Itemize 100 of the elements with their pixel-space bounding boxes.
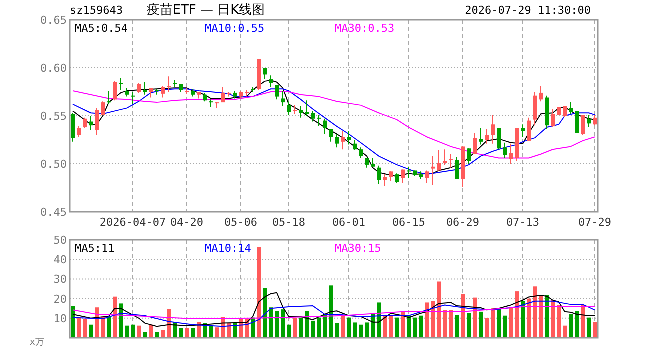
candlestick [323, 118, 327, 135]
candlestick [275, 84, 279, 100]
bar [575, 311, 579, 338]
bar [569, 314, 573, 338]
bar [443, 310, 447, 338]
candlestick [221, 86, 225, 104]
bar [311, 320, 315, 338]
bar [83, 318, 87, 338]
candlestick [209, 99, 213, 108]
candlestick [491, 114, 495, 144]
bar [329, 286, 333, 338]
bar [77, 318, 81, 338]
candlestick [467, 148, 471, 164]
text: MA10:0.55 [205, 22, 265, 35]
candlestick [101, 101, 105, 116]
candlestick [527, 117, 531, 142]
bar [497, 308, 501, 338]
bar [587, 318, 591, 338]
candlestick [593, 114, 597, 126]
bar [149, 324, 153, 338]
bar [515, 292, 519, 338]
bar [269, 308, 273, 338]
text: MA30:0.53 [335, 22, 395, 35]
chart-subtitle: sz159643 [70, 4, 123, 17]
bar [143, 332, 147, 338]
y-tick-label: 30 [54, 273, 67, 286]
bar [185, 328, 189, 338]
line-series [72, 306, 596, 320]
candlestick [581, 114, 585, 136]
candlestick [113, 80, 117, 102]
bar [455, 315, 459, 338]
bar [137, 326, 141, 338]
y-tick-label: 0.65 [40, 14, 67, 27]
candlestick [431, 156, 435, 186]
candlestick [281, 90, 285, 107]
candlestick [365, 158, 369, 168]
y-tick-label: 0.45 [40, 206, 67, 219]
candlestick [137, 82, 141, 94]
candlestick [449, 154, 453, 168]
bar [359, 324, 363, 338]
bar [437, 282, 441, 338]
candlestick [353, 140, 357, 152]
bar [551, 300, 555, 338]
candlestick [341, 130, 345, 150]
candlestick [287, 101, 291, 116]
y-tick-label: 20 [54, 292, 67, 306]
candlestick [533, 92, 537, 126]
candlestick [335, 134, 339, 148]
bar [323, 315, 327, 338]
bar [377, 302, 381, 338]
bar [425, 302, 429, 338]
candlestick [299, 106, 303, 118]
candlestick [95, 108, 99, 136]
bar [431, 301, 435, 338]
x-tick-label: 06-15 [392, 216, 426, 229]
bar [107, 316, 111, 338]
candlestick [521, 124, 525, 138]
candlestick [395, 173, 399, 184]
candlestick [167, 76, 171, 92]
candlestick [359, 147, 363, 159]
candlestick [347, 130, 351, 146]
candlestick [539, 86, 543, 102]
bar [395, 318, 399, 338]
bar [113, 296, 117, 338]
candlestick [317, 114, 321, 128]
bar [365, 322, 369, 338]
bar [491, 308, 495, 338]
bar [155, 332, 159, 338]
bar [335, 323, 339, 338]
bar [539, 296, 543, 338]
candlestick [437, 150, 441, 172]
candlestick [305, 100, 309, 116]
bar [461, 294, 465, 338]
bar [485, 318, 489, 338]
bar [293, 318, 297, 338]
candlestick [149, 88, 153, 98]
candlestick [143, 82, 147, 96]
bar [305, 311, 309, 338]
candlestick [455, 156, 459, 180]
text: MA5:0.54 [75, 22, 128, 35]
candlestick [329, 128, 333, 142]
bar [449, 310, 453, 338]
candlestick [503, 142, 507, 159]
bar [71, 306, 75, 338]
x-tick-label: 05-06 [224, 216, 258, 229]
bar [419, 316, 423, 338]
bar [353, 322, 357, 338]
candlestick [425, 170, 429, 184]
bar [161, 330, 165, 338]
x-tick-label: 2026-04-07 [100, 216, 166, 229]
candlestick [161, 86, 165, 98]
text: MA30:15 [335, 242, 382, 255]
candlestick [263, 68, 267, 80]
candlestick [77, 126, 81, 138]
bar [209, 326, 213, 338]
bar [89, 324, 93, 338]
bar [263, 288, 267, 338]
candlestick [485, 128, 489, 144]
line-series [72, 300, 596, 328]
bar [521, 301, 525, 338]
